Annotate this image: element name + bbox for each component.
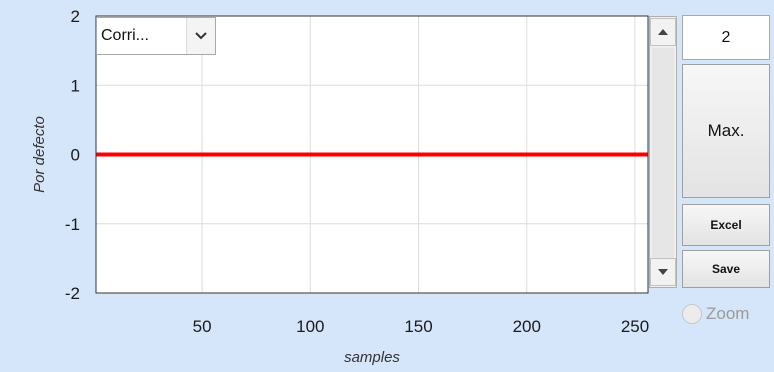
y-tick-label: -2 <box>65 284 80 303</box>
scroll-up-button[interactable] <box>650 18 676 46</box>
x-tick-label: 150 <box>404 317 432 336</box>
zoom-label: Zoom <box>706 304 750 323</box>
excel-button[interactable]: Excel <box>682 204 770 246</box>
plot-canvas[interactable]: 50 100 150 200 250 -2 -1 0 1 2 Por defecto sample… <box>0 0 650 372</box>
y-axis-label: Por defecto <box>31 116 48 193</box>
arrow-down-icon <box>658 269 668 275</box>
zoom-toggle[interactable]: Zoom <box>682 300 749 328</box>
zoom-radio[interactable] <box>682 304 702 324</box>
series-dropdown-value: Corri... <box>101 27 149 44</box>
y-tick-label: -1 <box>65 215 80 234</box>
plot-panel: 50 100 150 200 250 -2 -1 0 1 2 Por defecto sample… <box>0 0 650 372</box>
save-button[interactable]: Save <box>682 250 770 288</box>
series-dropdown[interactable]: Corri... <box>96 17 216 55</box>
tick-labels: 50 100 150 200 250 -2 -1 0 1 2 <box>65 7 649 336</box>
y-tick-label: 2 <box>71 7 80 26</box>
max-button[interactable]: Max. <box>682 64 770 198</box>
x-tick-label: 200 <box>513 317 541 336</box>
y-tick-label: 1 <box>71 76 80 95</box>
scale-value-field[interactable]: 2 <box>682 15 770 60</box>
scroll-down-button[interactable] <box>650 258 676 286</box>
scrollbar-track[interactable] <box>652 48 674 258</box>
plot-frame <box>95 15 649 294</box>
x-axis-label: samples <box>344 349 400 366</box>
vertical-scrollbar[interactable] <box>649 16 677 288</box>
x-tick-label: 250 <box>621 317 649 336</box>
y-tick-label: 0 <box>71 146 80 165</box>
arrow-up-icon <box>658 29 668 35</box>
chevron-down-icon[interactable] <box>186 18 215 54</box>
x-tick-label: 50 <box>193 317 212 336</box>
x-tick-label: 100 <box>296 317 324 336</box>
